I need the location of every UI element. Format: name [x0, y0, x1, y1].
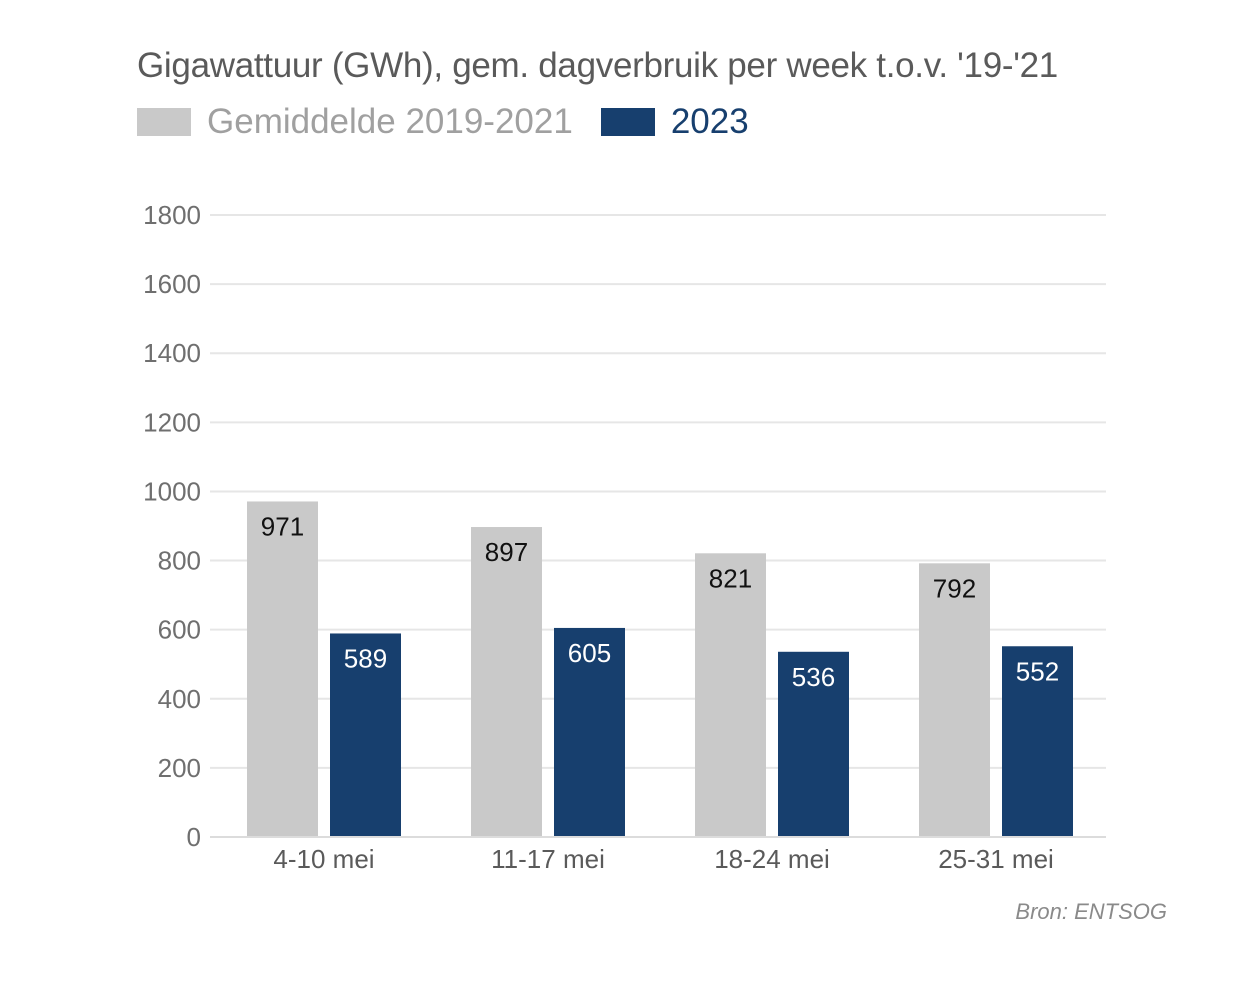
data-label: 605 — [568, 638, 611, 668]
y-tick-label: 200 — [158, 753, 201, 783]
bar — [471, 527, 542, 837]
x-tick-label: 11-17 mei — [491, 844, 605, 874]
data-label: 792 — [933, 573, 976, 603]
bar — [247, 501, 318, 837]
legend-label-average: Gemiddelde 2019-2021 — [207, 102, 573, 141]
data-label: 897 — [485, 537, 528, 567]
legend-item-average: Gemiddelde 2019-2021 — [137, 102, 573, 142]
data-label: 552 — [1016, 656, 1059, 686]
legend: Gemiddelde 2019-2021 2023 — [137, 100, 777, 144]
y-tick-label: 1800 — [143, 200, 201, 230]
data-label: 971 — [261, 511, 304, 541]
x-tick-label: 25-31 mei — [938, 844, 1054, 874]
bar — [695, 553, 766, 837]
y-tick-label: 1000 — [143, 476, 201, 506]
chart-title: Gigawattuur (GWh), gem. dagverbruik per … — [137, 46, 1058, 85]
bar — [1002, 646, 1073, 837]
legend-swatch-2023 — [600, 108, 655, 136]
y-tick-label: 1200 — [143, 407, 201, 437]
y-tick-label: 0 — [187, 822, 201, 852]
bar — [330, 633, 401, 837]
y-tick-label: 1600 — [143, 269, 201, 299]
y-tick-label: 400 — [158, 684, 201, 714]
data-label: 536 — [792, 662, 835, 692]
y-tick-label: 600 — [158, 615, 201, 645]
data-label: 589 — [344, 643, 387, 673]
legend-item-2023: 2023 — [600, 102, 749, 142]
x-tick-label: 4-10 mei — [273, 844, 374, 874]
source-note: Bron: ENTSOG — [1015, 899, 1167, 924]
legend-label-2023: 2023 — [670, 102, 749, 141]
data-label: 821 — [709, 563, 752, 593]
x-tick-label: 18-24 mei — [714, 844, 830, 874]
bar — [919, 563, 990, 837]
bar — [554, 627, 625, 837]
y-tick-label: 1400 — [143, 338, 201, 368]
bar — [778, 651, 849, 837]
y-tick-label: 800 — [158, 546, 201, 576]
legend-swatch-average — [137, 108, 191, 136]
